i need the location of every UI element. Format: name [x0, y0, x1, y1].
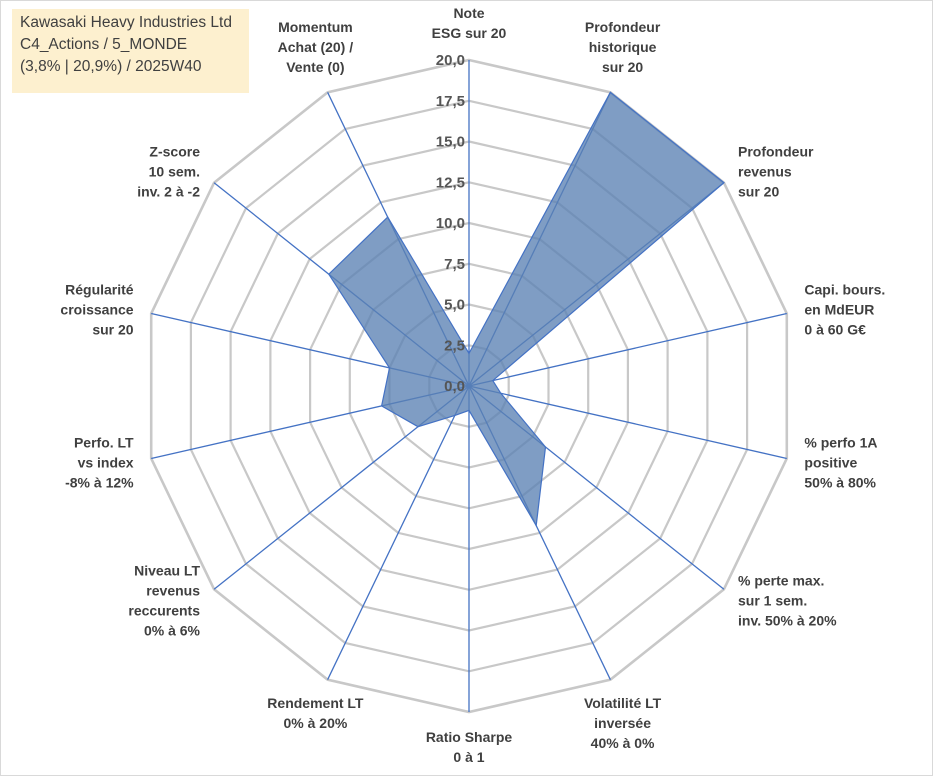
axis-label-line: Volatilité LT: [584, 695, 662, 711]
axis-label-line: Profondeur: [738, 144, 814, 160]
axis-label-line: Ratio Sharpe: [426, 729, 513, 745]
axis-label-line: Momentum: [278, 19, 353, 35]
axis-label-line: 0% à 20%: [283, 715, 347, 731]
axis-label-7: Volatilité LT inversée 40% à 0%: [584, 695, 662, 751]
axis-label-line: % perfo 1A: [804, 435, 877, 451]
axis-label-line: croissance: [60, 302, 133, 318]
axis-label-12: Régularité croissance sur 20: [60, 282, 133, 338]
axis-label-line: historique: [589, 39, 657, 55]
axis-label-line: revenus: [146, 583, 200, 599]
axis-label-line: Niveau LT: [134, 563, 200, 579]
axis-label-line: 10 sem.: [149, 164, 200, 180]
tick-label: 12,5: [436, 174, 465, 191]
tick-label: 20,0: [436, 52, 465, 69]
axis-spoke-4: [468, 312, 787, 387]
axis-label-1: Note ESG sur 20: [432, 5, 507, 41]
axis-label-line: sur 20: [602, 59, 643, 75]
series-area: [328, 91, 725, 528]
tick-label: 5,0: [444, 297, 465, 314]
axis-label-line: 0% à 6%: [144, 623, 201, 639]
axis-label-line: Z-score: [149, 144, 200, 160]
axis-label-line: Rendement LT: [267, 695, 364, 711]
axis-label-4: Capi. bours. en MdEUR 0 à 60 G€: [804, 282, 885, 338]
axis-label-line: sur 1 sem.: [738, 593, 807, 609]
axis-label-line: en MdEUR: [804, 302, 874, 318]
axis-label-line: Vente (0): [286, 59, 344, 75]
axis-label-13: Z-score 10 sem. inv. 2 à -2: [137, 144, 200, 200]
tick-label: 15,0: [436, 134, 465, 151]
axis-label-10: Niveau LT revenus reccurents 0% à 6%: [128, 563, 200, 639]
axis-label-line: Régularité: [65, 282, 134, 298]
axis-label-line: vs index: [78, 455, 134, 471]
axis-label-line: inversée: [594, 715, 651, 731]
axis-label-8: Ratio Sharpe 0 à 1: [426, 729, 513, 765]
axis-label-3: Profondeur revenus sur 20: [738, 144, 814, 200]
axis-label-line: 40% à 0%: [591, 735, 655, 751]
tick-label: 0,0: [444, 378, 465, 395]
axis-label-line: % perte max.: [738, 573, 824, 589]
axis-label-11: Perfo. LT vs index -8% à 12%: [65, 435, 134, 491]
axis-label-line: 0 à 60 G€: [804, 322, 866, 338]
axis-label-2: Profondeur historique sur 20: [585, 19, 661, 75]
radar-series: [328, 91, 725, 528]
tick-label: 2,5: [444, 337, 465, 354]
axis-label-line: reccurents: [128, 603, 200, 619]
axis-label-line: Perfo. LT: [74, 435, 134, 451]
axis-spoke-9: [327, 385, 470, 680]
axis-label-line: ESG sur 20: [432, 25, 507, 41]
tick-label: 7,5: [444, 256, 465, 273]
axis-label-line: 0 à 1: [453, 749, 484, 765]
axis-label-line: inv. 50% à 20%: [738, 613, 837, 629]
axis-label-9: Rendement LT 0% à 20%: [267, 695, 364, 731]
axis-label-line: Note: [453, 5, 484, 21]
axis-label-line: Achat (20) /: [278, 39, 354, 55]
radial-tick-labels: 0,0 2,5 5,0 7,5 10,0 12,5 15,0 17,5 20,0: [436, 52, 465, 395]
axis-label-5: % perfo 1A positive 50% à 80%: [804, 435, 877, 491]
axis-label-6: % perte max. sur 1 sem. inv. 50% à 20%: [738, 573, 837, 629]
tick-label: 17,5: [436, 93, 465, 110]
axis-label-line: sur 20: [738, 184, 779, 200]
axis-label-line: -8% à 12%: [65, 475, 134, 491]
title-line-stats: (3,8% | 20,9%) / 2025W40: [20, 58, 202, 75]
title-line-company: Kawasaki Heavy Industries Ltd: [20, 14, 232, 31]
tick-label: 10,0: [436, 215, 465, 232]
axis-label-line: inv. 2 à -2: [137, 184, 200, 200]
title-box: Kawasaki Heavy Industries Ltd C4_Actions…: [12, 9, 249, 93]
axis-labels: Note ESG sur 20 Profondeur historique sur 20…: [60, 5, 885, 765]
axis-label-14: Momentum Achat (20) / Vente (0): [278, 19, 354, 75]
axis-label-line: Capi. bours.: [804, 282, 885, 298]
axis-label-line: revenus: [738, 164, 792, 180]
axis-label-line: sur 20: [92, 322, 133, 338]
axis-spoke-5: [468, 385, 787, 460]
axis-label-line: Profondeur: [585, 19, 661, 35]
axis-label-line: 50% à 80%: [804, 475, 876, 491]
axis-label-line: positive: [804, 455, 857, 471]
title-line-category: C4_Actions / 5_MONDE: [20, 36, 188, 53]
